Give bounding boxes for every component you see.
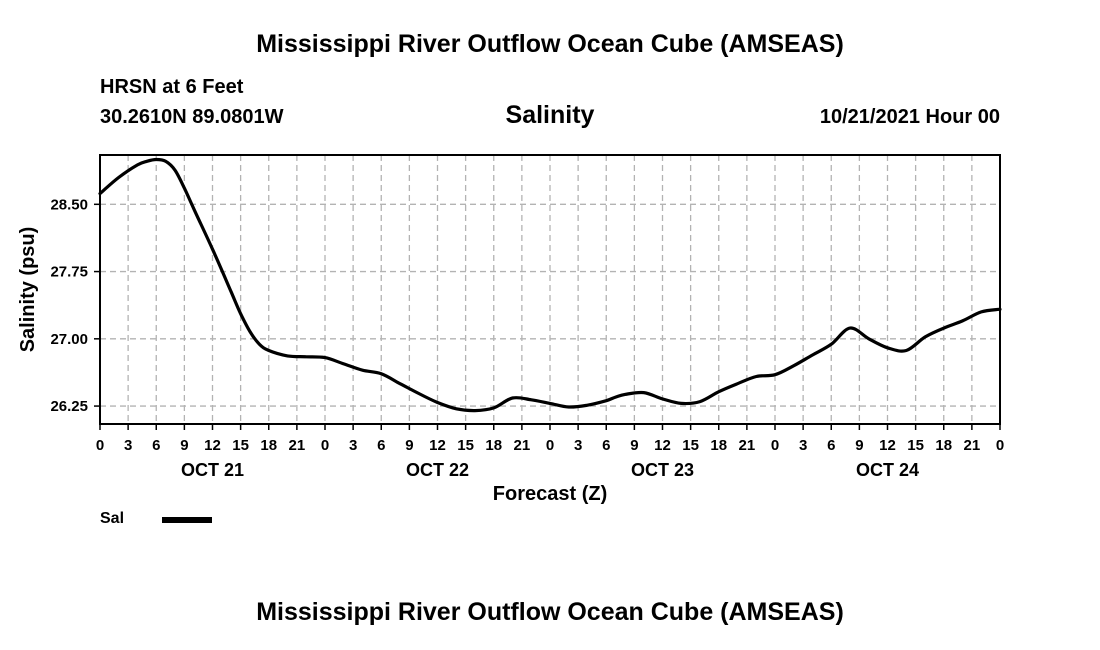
x-tick-label: 6	[602, 437, 610, 454]
salinity-series-line	[98, 157, 1002, 413]
y-tick-label: 27.00	[50, 331, 88, 348]
x-tick-label: 6	[152, 437, 160, 454]
x-tick-label: 0	[321, 437, 329, 454]
footer-title: Mississippi River Outflow Ocean Cube (AM…	[256, 598, 844, 626]
x-tick-label: 15	[907, 437, 924, 454]
station-label: HRSN at 6 Feet	[100, 76, 244, 98]
x-tick-label: 12	[879, 437, 896, 454]
x-tick-label: 18	[485, 437, 502, 454]
x-tick-label: 6	[827, 437, 835, 454]
y-tick-label: 26.25	[50, 398, 88, 415]
x-tick-label: 0	[771, 437, 779, 454]
y-tick-label: 27.75	[50, 264, 88, 281]
x-tick-label: 0	[996, 437, 1004, 454]
x-date-label: OCT 22	[406, 460, 469, 480]
legend-swatch	[162, 517, 212, 523]
x-axis-title: Forecast (Z)	[493, 483, 607, 505]
x-tick-label: 15	[682, 437, 699, 454]
x-tick-label: 3	[799, 437, 807, 454]
x-date-label: OCT 23	[631, 460, 694, 480]
x-tick-label: 21	[739, 437, 756, 454]
x-tick-label: 18	[935, 437, 952, 454]
plot-frame	[99, 154, 1001, 425]
x-tick-label: 9	[630, 437, 638, 454]
y-tick-label: 28.50	[50, 196, 88, 213]
x-tick-label: 12	[654, 437, 671, 454]
chart-title: Salinity	[505, 101, 595, 129]
legend-label: Sal	[100, 510, 125, 527]
x-tick-label: 12	[429, 437, 446, 454]
x-date-label: OCT 21	[181, 460, 244, 480]
x-tick-label: 15	[232, 437, 249, 454]
x-tick-label: 15	[457, 437, 474, 454]
x-tick-label: 9	[405, 437, 413, 454]
x-tick-label: 6	[377, 437, 385, 454]
x-tick-label: 18	[260, 437, 277, 454]
forecast-datetime: 10/21/2021 Hour 00	[819, 106, 1000, 128]
x-tick-label: 9	[855, 437, 863, 454]
x-tick-label: 3	[349, 437, 357, 454]
x-date-label: OCT 24	[856, 460, 919, 480]
x-tick-label: 3	[124, 437, 132, 454]
x-tick-label: 0	[96, 437, 104, 454]
x-tick-label: 12	[204, 437, 221, 454]
x-tick-label: 21	[289, 437, 306, 454]
x-tick-label: 9	[180, 437, 188, 454]
page-title: Mississippi River Outflow Ocean Cube (AM…	[256, 30, 844, 58]
x-tick-label: 21	[514, 437, 531, 454]
x-tick-label: 21	[964, 437, 981, 454]
station-coordinates: 30.2610N 89.0801W	[100, 106, 284, 128]
x-tick-label: 3	[574, 437, 582, 454]
y-axis-title: Salinity (psu)	[17, 227, 39, 353]
x-tick-label: 18	[710, 437, 727, 454]
x-tick-label: 0	[546, 437, 554, 454]
